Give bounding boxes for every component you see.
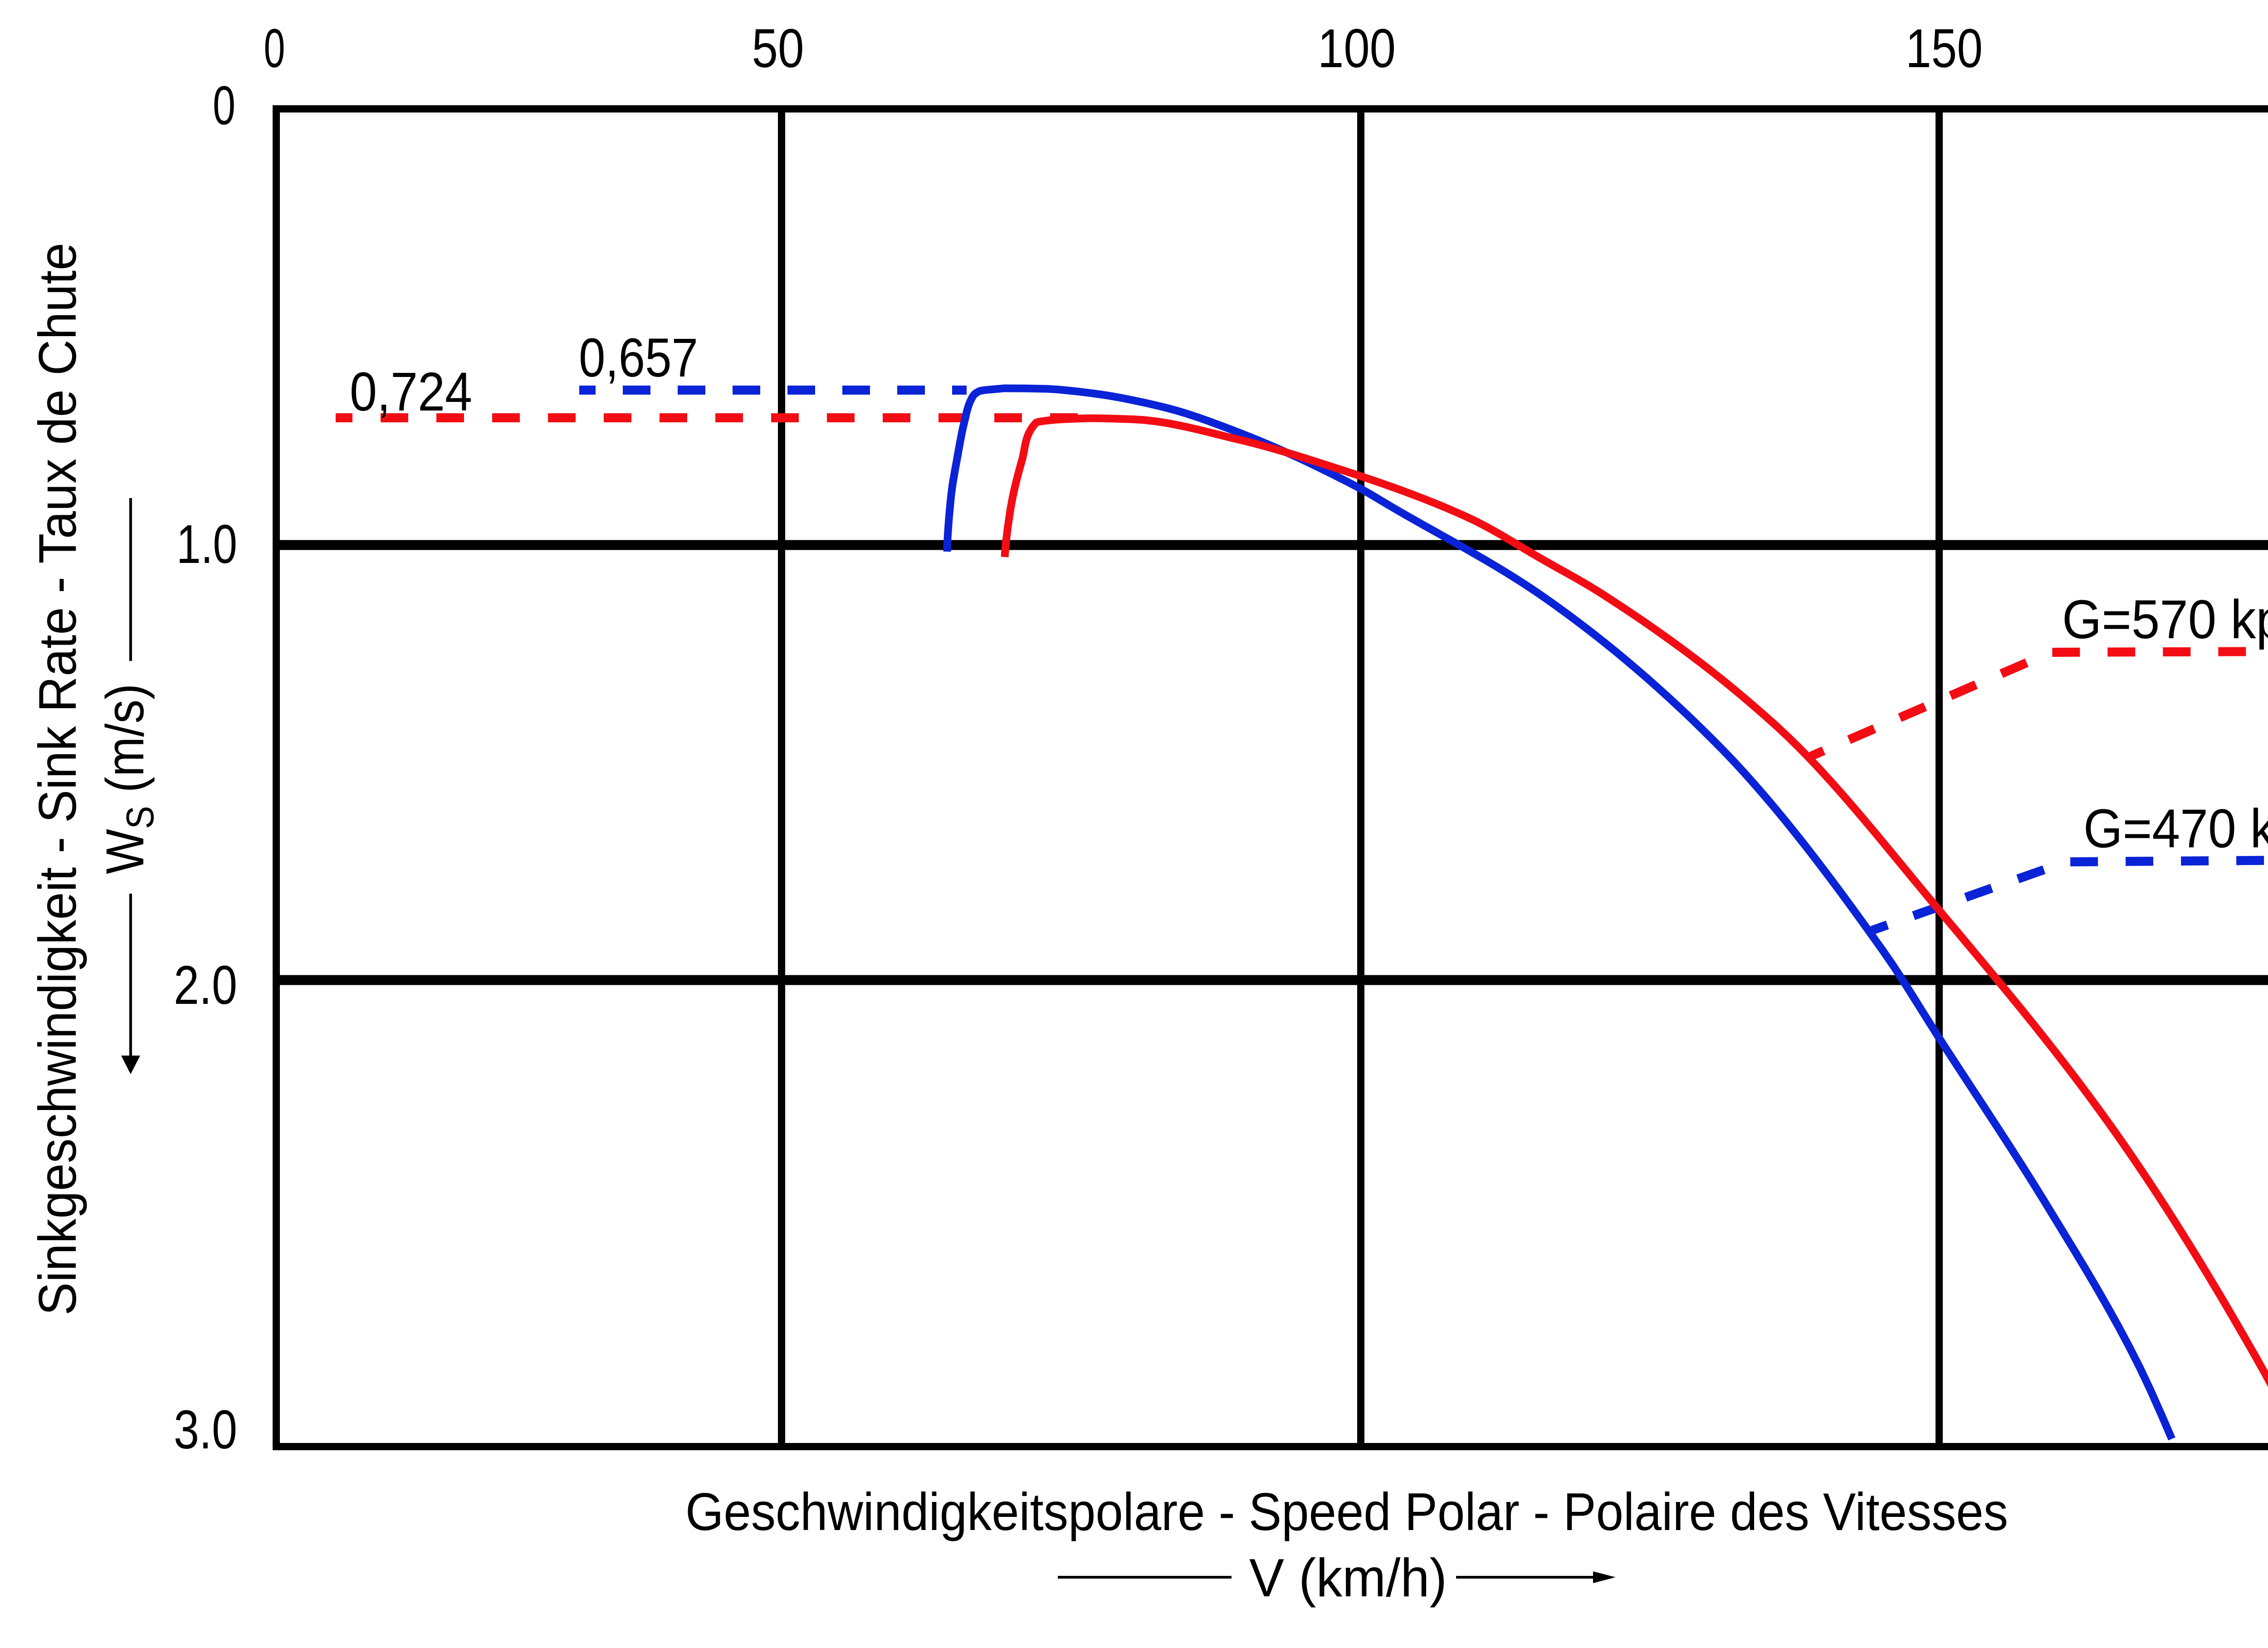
svg-text:1.0: 1.0: [176, 513, 237, 575]
svg-text:Sinkgeschwindigkeit - Sink Rat: Sinkgeschwindigkeit - Sink Rate - Taux d…: [28, 243, 87, 1315]
svg-text:100: 100: [1318, 17, 1396, 79]
svg-text:2.0: 2.0: [174, 954, 237, 1016]
svg-text:3.0: 3.0: [174, 1399, 237, 1460]
svg-text:V (km/h): V (km/h): [1249, 1548, 1447, 1608]
svg-text:G=570 kp: G=570 kp: [2062, 588, 2268, 650]
svg-text:150: 150: [1906, 17, 1983, 79]
svg-text:0,657: 0,657: [579, 327, 698, 388]
svg-text:Geschwindigkeitspolare - Speed: Geschwindigkeitspolare - Speed Polar - P…: [685, 1482, 2008, 1541]
svg-text:G=470 kp: G=470 kp: [2083, 797, 2268, 859]
svg-text:0: 0: [213, 74, 235, 136]
svg-text:0,724: 0,724: [350, 361, 472, 422]
svg-text:0: 0: [264, 17, 285, 79]
svg-text:50: 50: [752, 17, 804, 79]
svg-text:WS (m/s): WS (m/s): [95, 684, 162, 874]
